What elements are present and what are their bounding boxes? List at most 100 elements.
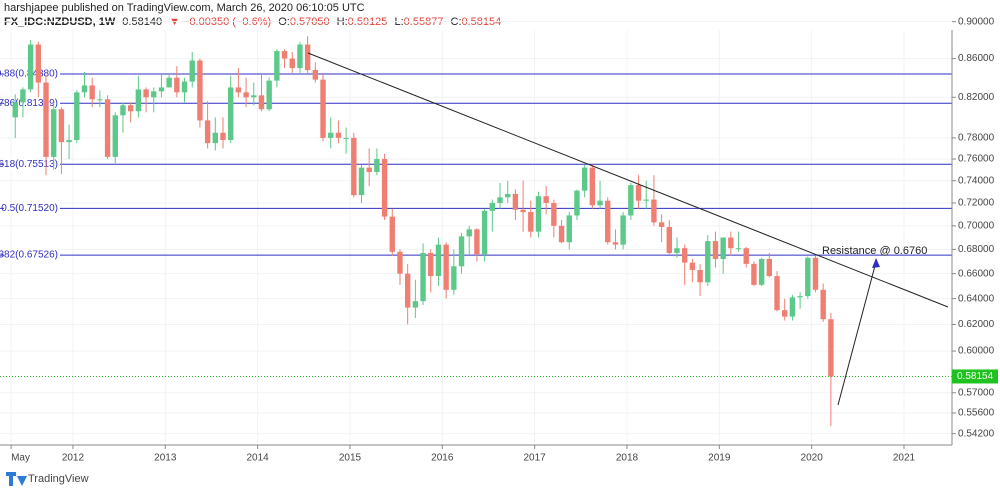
candle-body <box>528 212 534 232</box>
y-tick-label: 0.54200 <box>958 428 995 439</box>
candle-body <box>474 229 480 255</box>
x-tick-label: 2019 <box>708 453 731 464</box>
candle-body <box>566 215 572 243</box>
candle-body <box>620 215 626 245</box>
candle-body <box>766 259 773 277</box>
candle-body <box>151 91 157 98</box>
y-tick-label: 0.64000 <box>958 293 995 304</box>
x-tick-label: 2016 <box>431 453 454 464</box>
candle-body <box>658 222 665 227</box>
publish-line: harshjapee published on TradingView.com,… <box>4 2 365 14</box>
candle-body <box>558 225 565 243</box>
candle-body <box>220 132 226 141</box>
y-tick-label: 0.86000 <box>958 53 995 64</box>
y-tick-label: 0.82000 <box>958 92 995 103</box>
y-tick-label: 0.72000 <box>958 198 995 209</box>
candle-body <box>320 79 326 138</box>
candle-body <box>797 296 803 298</box>
candle-body <box>651 199 657 223</box>
candle-body <box>820 289 826 320</box>
candle-body <box>127 105 134 112</box>
x-tick-label: May <box>11 453 30 464</box>
axes: 0.90000 0.86000 0.82000 0.78000 0.76000 0.740… <box>10 16 998 464</box>
candle-body <box>258 95 265 110</box>
candle-body <box>505 193 511 198</box>
candle-body <box>174 77 180 93</box>
candle-body <box>89 85 95 100</box>
candle-body <box>120 105 126 116</box>
candle-body <box>543 196 549 203</box>
candle-body <box>689 262 696 270</box>
candle-body <box>312 70 319 80</box>
candle-body <box>27 44 34 90</box>
x-tick-label: 2013 <box>154 453 177 464</box>
candle-body <box>435 244 442 277</box>
candle-body <box>266 80 272 110</box>
fib-label: 0.786(0.81399) <box>0 98 58 109</box>
candle-body <box>166 77 172 88</box>
candle-body <box>497 197 503 203</box>
candle-body <box>12 102 18 118</box>
y-tick-label: 0.57000 <box>958 387 995 398</box>
candle-body <box>643 199 649 201</box>
x-tick-label: 2015 <box>339 453 362 464</box>
y-tick-label: 0.55600 <box>958 408 995 419</box>
y-tick-label: 0.90000 <box>958 16 995 27</box>
candle-body <box>489 202 496 211</box>
fib-label-bg <box>4 249 60 262</box>
candle-body <box>551 202 557 226</box>
candle-body <box>751 263 757 285</box>
candle-body <box>535 196 542 232</box>
candle-body <box>574 190 580 216</box>
candle-body <box>351 137 357 196</box>
candle-body <box>104 99 111 157</box>
x-tick-label: 2014 <box>246 453 269 464</box>
candle-body <box>274 51 280 81</box>
candle-body <box>181 81 188 93</box>
y-tick-label: 0.68000 <box>958 244 995 255</box>
candle-body <box>81 85 88 93</box>
candle-body <box>635 185 642 201</box>
logo-icon <box>6 472 27 486</box>
candle-body <box>74 92 80 141</box>
candle-body <box>666 226 672 253</box>
candle-body <box>728 237 734 249</box>
candle-body <box>343 137 349 139</box>
candle-body <box>289 58 295 69</box>
candle-body <box>143 89 149 98</box>
candle-body <box>720 237 726 260</box>
candle-body <box>782 310 788 317</box>
y-tick-label: 0.66000 <box>958 268 995 279</box>
candle-body <box>135 89 142 112</box>
candle-body <box>335 132 342 138</box>
candle-body <box>35 44 42 83</box>
candle-body <box>58 109 65 143</box>
candle-body <box>512 193 519 210</box>
candle-body <box>481 210 488 255</box>
candle-body <box>235 87 242 93</box>
candle-body <box>251 95 257 98</box>
x-tick-label: 2012 <box>62 453 85 464</box>
candle-body <box>204 120 211 144</box>
y-tick-label: 0.70000 <box>958 220 995 231</box>
candle-body <box>451 266 457 290</box>
candle-body <box>397 251 403 274</box>
candle-body <box>304 44 311 71</box>
candle-body <box>758 259 765 285</box>
candle-body <box>404 273 411 308</box>
candle-body <box>628 185 634 216</box>
candle-body <box>366 167 372 172</box>
candle-body <box>789 297 796 317</box>
x-tick-label: 2017 <box>524 453 547 464</box>
candle-body <box>197 60 203 121</box>
candle-body <box>605 200 611 243</box>
candle-body <box>51 109 57 157</box>
candle-body <box>443 244 449 290</box>
candle-body <box>828 319 834 377</box>
candle-body <box>743 248 749 264</box>
candle-body <box>281 51 288 59</box>
y-tick-label: 0.60000 <box>958 346 995 357</box>
candle-body <box>805 257 811 297</box>
annotation: Resistance @ 0.6760 <box>822 245 927 257</box>
